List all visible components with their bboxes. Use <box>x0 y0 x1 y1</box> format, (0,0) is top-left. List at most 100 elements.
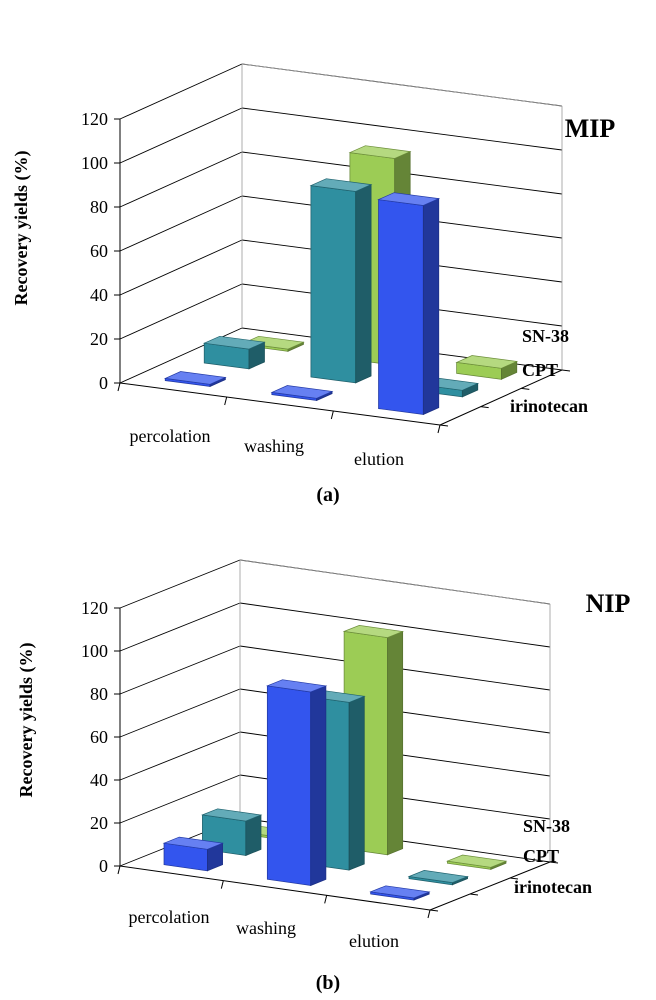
y-axis-label: Recovery yields (%) <box>16 643 37 798</box>
y-tick-label: 120 <box>81 109 108 129</box>
bar <box>265 679 328 887</box>
wall-edge <box>241 63 563 107</box>
x-tick-label: percolation <box>129 907 210 927</box>
y-tick-label: 100 <box>81 153 108 173</box>
bar <box>455 355 519 380</box>
bar-top-face <box>162 836 224 850</box>
grid-line <box>119 239 243 296</box>
x-tick <box>437 424 441 434</box>
bar-top-face <box>309 178 373 192</box>
bar <box>163 371 227 388</box>
bar <box>407 870 469 886</box>
series-label: irinotecan <box>514 877 592 897</box>
depth-tick <box>429 909 439 912</box>
panel-label: (b) <box>316 972 340 994</box>
bar-top-face <box>163 371 227 385</box>
bar-top-face <box>342 625 405 638</box>
bar-front-face <box>310 185 357 384</box>
series-label: SN-38 <box>522 326 569 346</box>
depth-tick <box>480 406 489 409</box>
y-tick-label: 100 <box>81 641 108 661</box>
x-axis-line <box>119 865 431 911</box>
grid-line <box>241 107 563 151</box>
bar <box>202 335 266 370</box>
grid-line <box>119 63 243 120</box>
depth-tick <box>439 424 449 427</box>
bar-top-face <box>265 679 328 693</box>
y-tick-label: 60 <box>90 727 108 747</box>
y-tick-label: 0 <box>99 373 108 393</box>
x-tick <box>427 909 431 919</box>
grid-line <box>119 731 241 781</box>
grid-line <box>119 195 243 252</box>
bar <box>377 192 441 416</box>
bar <box>446 854 508 870</box>
depth-axis-line <box>429 861 551 911</box>
bar-side-face <box>387 630 404 856</box>
x-tick-label: washing <box>244 436 304 456</box>
grid-line <box>119 645 241 695</box>
depth-tick <box>549 861 559 864</box>
bar <box>369 885 431 901</box>
series-label: CPT <box>523 846 559 866</box>
bar-top-face <box>348 145 412 159</box>
depth-tick <box>521 387 530 390</box>
x-tick <box>224 396 228 406</box>
bar <box>162 836 224 872</box>
x-tick-label: elution <box>354 449 404 469</box>
bar-top-face <box>455 355 519 369</box>
bar-front-face <box>266 685 312 886</box>
bar <box>309 178 373 384</box>
bar-top-face <box>241 335 305 350</box>
bar-top-face <box>202 335 266 350</box>
y-tick-label: 80 <box>90 197 108 217</box>
y-tick-label: 20 <box>90 813 108 833</box>
x-tick-label: percolation <box>130 426 211 446</box>
x-axis-line <box>119 382 441 426</box>
y-tick-label: 20 <box>90 329 108 349</box>
grid-line <box>239 602 551 648</box>
x-tick <box>330 410 334 420</box>
bar <box>270 385 334 402</box>
x-tick-label: elution <box>349 931 399 951</box>
x-tick <box>324 895 328 904</box>
bar-top-face <box>270 385 334 399</box>
bar-side-face <box>245 814 262 857</box>
x-tick <box>220 880 224 889</box>
series-label: CPT <box>522 360 558 380</box>
grid-line <box>119 774 241 824</box>
depth-tick <box>509 877 519 880</box>
chart-panel-mip: 0 20 40 60 80 100 120 percolation washing elution… <box>11 63 616 506</box>
bar <box>201 808 263 857</box>
grid-line <box>119 559 241 609</box>
bar-top-face <box>201 808 263 822</box>
y-tick-label: 0 <box>99 856 108 876</box>
bar-top-face <box>377 192 441 206</box>
bar-side-face <box>422 198 440 416</box>
grid-line <box>119 151 243 208</box>
bar-top-face <box>369 885 431 899</box>
grid-line <box>119 602 241 652</box>
depth-tick <box>469 893 479 896</box>
bar-side-face <box>348 695 365 871</box>
chart-panel-nip: 0 20 40 60 80 100 120 percolation washing elution… <box>16 559 631 994</box>
y-tick-label: 40 <box>90 285 108 305</box>
grid-line <box>119 283 243 340</box>
x-tick <box>117 865 121 875</box>
wall-edge <box>239 559 551 605</box>
series-label: SN-38 <box>523 816 570 836</box>
grid-line <box>119 688 241 738</box>
depth-tick <box>561 369 571 372</box>
y-tick-label: 60 <box>90 241 108 261</box>
y-tick-label: 80 <box>90 684 108 704</box>
x-tick <box>117 382 121 392</box>
bar-side-face <box>310 685 327 887</box>
grid-line <box>119 107 243 164</box>
bar-side-face <box>355 184 372 384</box>
panel-label: (a) <box>316 484 339 506</box>
bar-front-face <box>378 199 424 415</box>
y-tick-label: 120 <box>81 598 108 618</box>
chart-title: MIP <box>565 114 616 143</box>
bar-top-face <box>407 870 469 883</box>
